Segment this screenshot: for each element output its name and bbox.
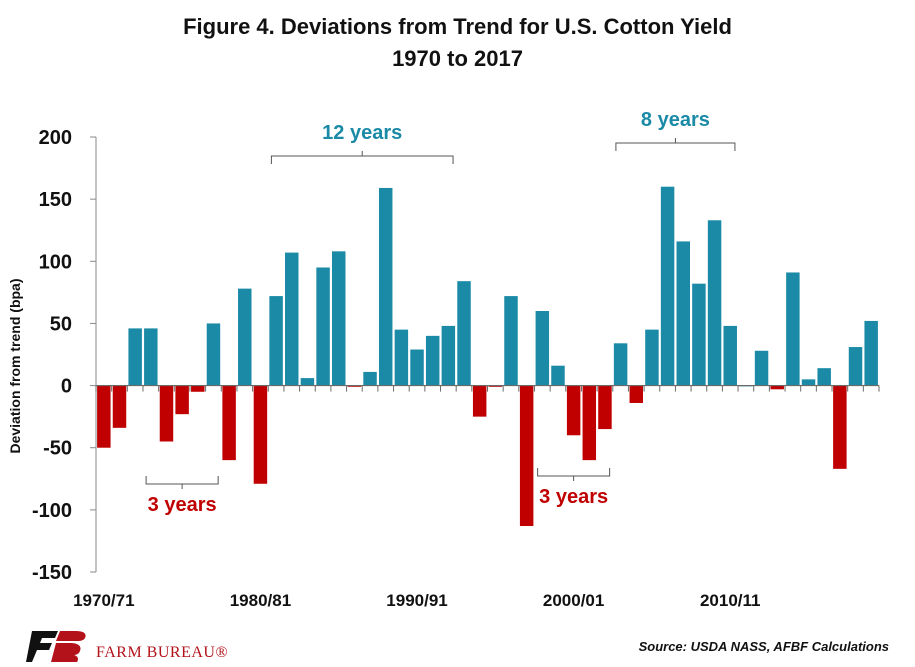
annotation-label: 8 years [641, 109, 710, 131]
bar [817, 368, 831, 386]
y-tick-label: 150 [39, 189, 72, 211]
x-tick-label: 1970/71 [73, 591, 134, 610]
bar [582, 385, 597, 461]
bar [770, 385, 784, 390]
bar [394, 329, 409, 386]
bar [238, 288, 252, 386]
chart-title-line1: Figure 4. Deviations from Trend for U.S.… [183, 14, 732, 39]
bar [175, 385, 189, 415]
bar [363, 371, 377, 386]
bar [864, 320, 878, 386]
bar [159, 385, 174, 442]
bar [660, 186, 675, 386]
annotation-label: 3 years [539, 486, 608, 508]
y-tick-label: -150 [32, 562, 72, 584]
annotation-label: 3 years [148, 494, 217, 516]
bar [112, 385, 127, 428]
source-note: Source: USDA NASS, AFBF Calculations [638, 639, 889, 654]
y-axis-label: Deviation from trend (bpa) [7, 278, 23, 454]
bar [410, 349, 424, 386]
bar [723, 325, 737, 386]
bar [191, 385, 205, 392]
bar [128, 328, 142, 386]
bar [833, 385, 847, 469]
bar [378, 187, 393, 386]
y-tick-label: -50 [43, 438, 72, 460]
bar [848, 347, 863, 386]
bar [222, 385, 236, 461]
bar [144, 328, 158, 386]
bar [629, 385, 644, 403]
bar [472, 385, 487, 417]
bar [457, 281, 471, 386]
farm-bureau-logo-text: FARM BUREAU® [96, 644, 229, 661]
annotation-bracket [615, 138, 736, 151]
bar [566, 385, 581, 436]
bar [253, 385, 268, 484]
bar [441, 325, 456, 386]
bar [707, 220, 722, 386]
y-tick-label: 200 [39, 127, 72, 149]
bar [598, 385, 612, 430]
bar [645, 329, 659, 386]
bar [551, 365, 565, 386]
annotation-bracket [145, 476, 219, 489]
annotation-bracket [537, 468, 611, 481]
bar [300, 378, 315, 386]
bar [97, 385, 111, 448]
y-tick-label: 0 [61, 376, 72, 398]
bar [786, 272, 800, 386]
bar [519, 385, 534, 527]
bar [613, 343, 628, 386]
y-tick-label: 100 [39, 251, 72, 273]
bar [692, 283, 706, 386]
bar [316, 267, 330, 386]
bar [269, 296, 283, 386]
bar [676, 241, 690, 386]
bar [206, 323, 221, 386]
chart-title-line2: 1970 to 2017 [392, 46, 523, 71]
bar [488, 385, 503, 387]
bar [285, 252, 299, 386]
farm-bureau-logo: FARM BUREAU® [26, 629, 228, 663]
x-tick-label: 1980/81 [230, 591, 291, 610]
y-tick-label: -100 [32, 500, 72, 522]
bar [425, 335, 440, 386]
annotation-label: 12 years [322, 122, 402, 144]
bar [535, 311, 550, 386]
x-tick-label: 2000/01 [543, 591, 604, 610]
bar [347, 385, 362, 387]
bar [504, 296, 518, 386]
bar [754, 350, 769, 386]
y-tick-label: 50 [50, 313, 72, 335]
x-tick-label: 2010/11 [700, 591, 761, 610]
farm-bureau-logo-icon [26, 631, 86, 662]
bar [332, 251, 346, 386]
annotation-bracket [270, 151, 454, 164]
x-tick-label: 1990/91 [386, 591, 447, 610]
bar [801, 379, 816, 386]
